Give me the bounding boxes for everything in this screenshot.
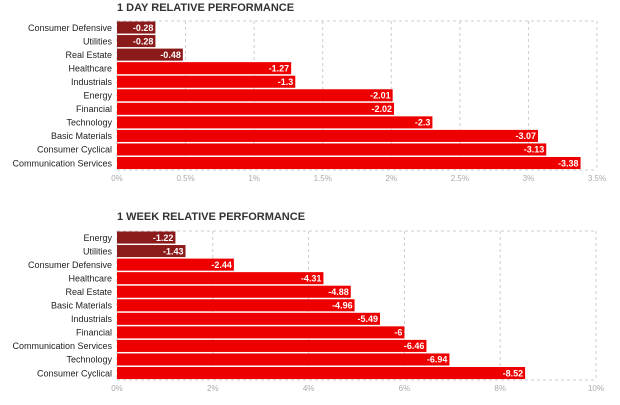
category-label: Consumer Cyclical xyxy=(37,368,112,378)
value-label: -4.96 xyxy=(332,301,353,311)
bar xyxy=(117,102,395,115)
bar xyxy=(117,272,324,285)
category-label: Healthcare xyxy=(68,63,112,73)
value-label: -6 xyxy=(394,328,402,338)
value-label: -3.13 xyxy=(524,145,545,155)
value-label: -0.28 xyxy=(133,36,154,46)
chart-1day: 0% 0.5% 1% 1.5% 2% 2.5% 3% 3.5% Consumer Defensi… xyxy=(12,20,606,183)
bar xyxy=(117,75,296,88)
category-label: Industrials xyxy=(71,77,113,87)
value-label: -3.07 xyxy=(516,131,537,141)
x-tick-label: 2% xyxy=(207,384,219,393)
chart-title-1day: 1 DAY RELATIVE PERFORMANCE xyxy=(117,2,295,14)
bar xyxy=(117,367,526,380)
bar xyxy=(117,353,450,366)
value-label: -4.88 xyxy=(328,287,349,297)
bar xyxy=(117,258,234,271)
category-label: Technology xyxy=(66,355,112,365)
category-label: Energy xyxy=(83,91,112,101)
bar xyxy=(117,21,156,34)
category-label: Healthcare xyxy=(68,273,112,283)
chart-1week: 0% 2% 4% 6% 8% 10% Energy -1.22 Utilities -1.43 Co… xyxy=(12,230,604,393)
category-label: Utilities xyxy=(83,36,113,46)
x-tick-label: 2.5% xyxy=(451,174,469,183)
x-tick-label: 6% xyxy=(399,384,411,393)
bar xyxy=(117,62,292,75)
bar xyxy=(117,89,393,102)
category-label: Basic Materials xyxy=(51,131,113,141)
x-tick-label: 3.5% xyxy=(588,174,606,183)
x-tick-label: 0% xyxy=(111,174,123,183)
x-tick-label: 10% xyxy=(588,384,604,393)
category-label: Real Estate xyxy=(65,50,112,60)
chart-title-1week: 1 WEEK RELATIVE PERFORMANCE xyxy=(117,211,306,223)
category-label: Communication Services xyxy=(12,158,112,168)
category-label: Consumer Defensive xyxy=(28,23,112,33)
category-label: Technology xyxy=(66,118,112,128)
bar xyxy=(117,35,156,48)
bar xyxy=(117,157,581,170)
category-label: Basic Materials xyxy=(51,301,113,311)
category-label: Utilities xyxy=(83,246,113,256)
value-label: -4.31 xyxy=(301,273,322,283)
x-tick-label: 1.5% xyxy=(314,174,332,183)
x-tick-label: 0% xyxy=(111,384,123,393)
bar xyxy=(117,116,433,129)
category-label: Financial xyxy=(76,328,112,338)
bar xyxy=(117,339,427,352)
value-label: -0.48 xyxy=(160,50,181,60)
x-tick-label: 1% xyxy=(248,174,260,183)
category-label: Consumer Defensive xyxy=(28,260,112,270)
value-label: -1.22 xyxy=(153,233,174,243)
value-label: -6.94 xyxy=(427,355,448,365)
value-label: -6.46 xyxy=(404,341,425,351)
x-tick-label: 8% xyxy=(494,384,506,393)
value-label: -2.01 xyxy=(370,91,391,101)
bar xyxy=(117,299,355,312)
value-label: -1.3 xyxy=(278,77,294,87)
value-label: -1.27 xyxy=(269,63,290,73)
value-label: -8.52 xyxy=(503,368,524,378)
bar xyxy=(117,48,183,61)
value-label: -2.02 xyxy=(372,104,393,114)
x-tick-label: 2% xyxy=(386,174,398,183)
x-tick-label: 3% xyxy=(523,174,535,183)
category-label: Energy xyxy=(83,233,112,243)
value-label: -1.43 xyxy=(163,246,184,256)
bar xyxy=(117,326,405,339)
bar xyxy=(117,143,547,156)
value-label: -5.49 xyxy=(357,314,378,324)
bar xyxy=(117,129,539,142)
x-tick-label: 4% xyxy=(303,384,315,393)
value-label: -0.28 xyxy=(133,23,154,33)
x-tick-label: 0.5% xyxy=(176,174,194,183)
value-label: -2.3 xyxy=(415,118,431,128)
bar xyxy=(117,285,351,298)
category-label: Consumer Cyclical xyxy=(37,145,112,155)
category-label: Financial xyxy=(76,104,112,114)
bar xyxy=(117,245,186,258)
value-label: -2.44 xyxy=(211,260,232,270)
category-label: Communication Services xyxy=(12,341,112,351)
bar xyxy=(117,312,380,325)
category-label: Industrials xyxy=(71,314,113,324)
bar xyxy=(117,231,176,244)
category-label: Real Estate xyxy=(65,287,112,297)
value-label: -3.38 xyxy=(558,158,579,168)
